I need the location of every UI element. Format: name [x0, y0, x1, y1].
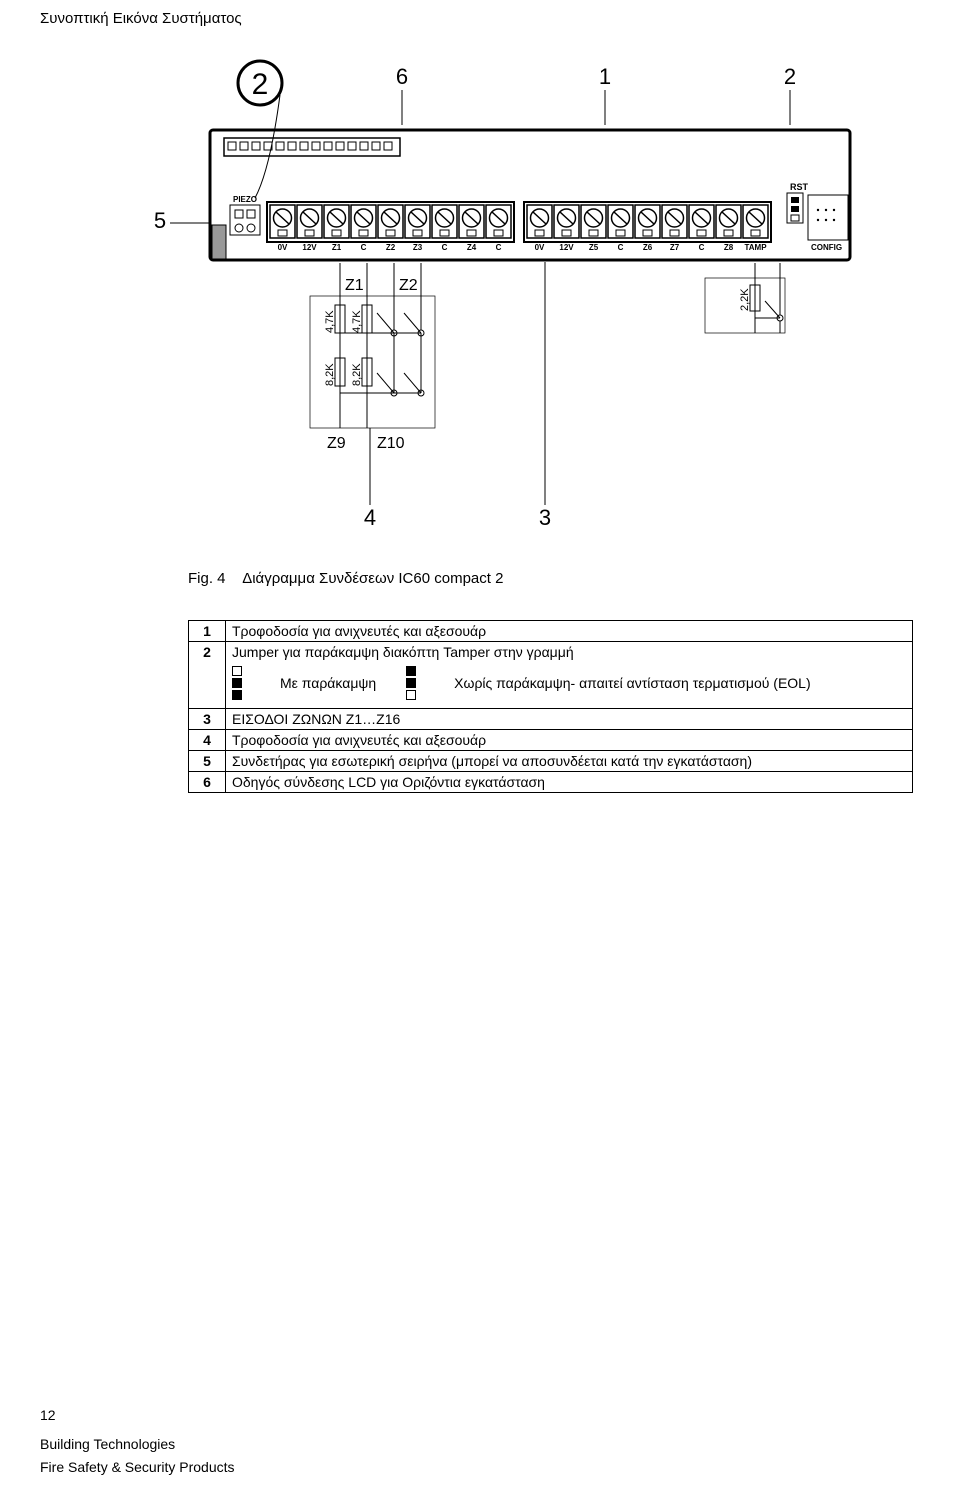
piezo-label: PIEZO — [233, 195, 257, 204]
jumper-nobypass-icon — [406, 666, 416, 700]
svg-text:8,2K: 8,2K — [324, 363, 336, 386]
figure-caption: Fig. 4 Διάγραμμα Συνδέσεων IC60 compact … — [188, 570, 503, 587]
svg-text:TAMP: TAMP — [744, 243, 767, 252]
callout-3: 3 — [539, 505, 551, 530]
table-row: 2 Jumper για παράκαμψη διακόπτη Tamper σ… — [189, 642, 913, 709]
svg-text:Z8: Z8 — [724, 243, 734, 252]
svg-text:12V: 12V — [559, 243, 574, 252]
svg-text:C: C — [496, 243, 502, 252]
z9-label: Z9 — [327, 435, 346, 452]
svg-text:C: C — [699, 243, 705, 252]
svg-text:Z4: Z4 — [467, 243, 477, 252]
legend-table: 1Τροφοδοσία για ανιχνευτές και αξεσουάρ … — [188, 620, 913, 793]
svg-text:12V: 12V — [302, 243, 317, 252]
lcd-connector — [224, 138, 400, 156]
svg-text:C: C — [618, 243, 624, 252]
z2-label: Z2 — [399, 277, 418, 294]
table-row: 1Τροφοδοσία για ανιχνευτές και αξεσουάρ — [189, 621, 913, 642]
svg-text:0V: 0V — [278, 243, 288, 252]
config-label: CONFIG — [811, 243, 842, 252]
callout-2: 2 — [784, 64, 796, 89]
svg-text:8,2K: 8,2K — [351, 363, 363, 386]
table-row: 6Οδηγός σύνδεσης LCD για Οριζόντια εγκατ… — [189, 772, 913, 793]
jumper-bypass-icon — [232, 666, 242, 700]
svg-text:Z2: Z2 — [386, 243, 396, 252]
svg-text:Z1: Z1 — [332, 243, 342, 252]
svg-text:Z6: Z6 — [643, 243, 653, 252]
svg-text:4,7K: 4,7K — [351, 310, 363, 333]
callout-1: 1 — [599, 64, 611, 89]
table-row: 5Συνδετήρας για εσωτερική σειρήνα (μπορε… — [189, 751, 913, 772]
svg-text:C: C — [361, 243, 367, 252]
svg-text:2,2K: 2,2K — [739, 288, 751, 311]
svg-text:Z7: Z7 — [670, 243, 680, 252]
svg-text:C: C — [442, 243, 448, 252]
footer: Building Technologies Fire Safety & Secu… — [40, 1433, 235, 1478]
svg-text:Z3: Z3 — [413, 243, 423, 252]
z1-label: Z1 — [345, 277, 364, 294]
wiring-diagram: 2 6 1 2 5 RST — [150, 50, 870, 550]
rst-label: RST — [790, 182, 809, 192]
svg-text:Z5: Z5 — [589, 243, 599, 252]
table-row: 4Τροφοδοσία για ανιχνευτές και αξεσουάρ — [189, 730, 913, 751]
z10-label: Z10 — [377, 435, 405, 452]
svg-text:0V: 0V — [535, 243, 545, 252]
svg-text:4,7K: 4,7K — [324, 310, 336, 333]
table-row: 3ΕΙΣΟΔΟΙ ΖΩΝΩΝ Z1…Z16 — [189, 709, 913, 730]
big-circle-number: 2 — [252, 68, 269, 101]
page-number: 12 — [40, 1407, 56, 1423]
section-heading: Συνοπτική Εικόνα Συστήματος — [40, 10, 242, 27]
callout-6: 6 — [396, 64, 408, 89]
terminal-strip: 0V 12V Z1 C Z2 Z3 C Z4 C 0V 12V Z5 C Z6 Z7 C Z8 TAMP — [267, 202, 771, 252]
callout-4: 4 — [364, 505, 376, 530]
callout-5: 5 — [154, 208, 166, 233]
